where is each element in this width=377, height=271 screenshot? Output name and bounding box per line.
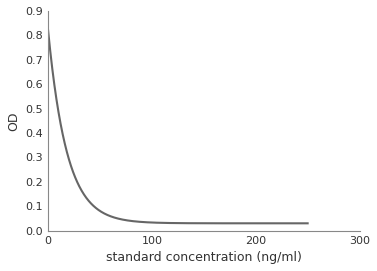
Y-axis label: OD: OD [7, 111, 20, 131]
X-axis label: standard concentration (ng/ml): standard concentration (ng/ml) [106, 251, 302, 264]
